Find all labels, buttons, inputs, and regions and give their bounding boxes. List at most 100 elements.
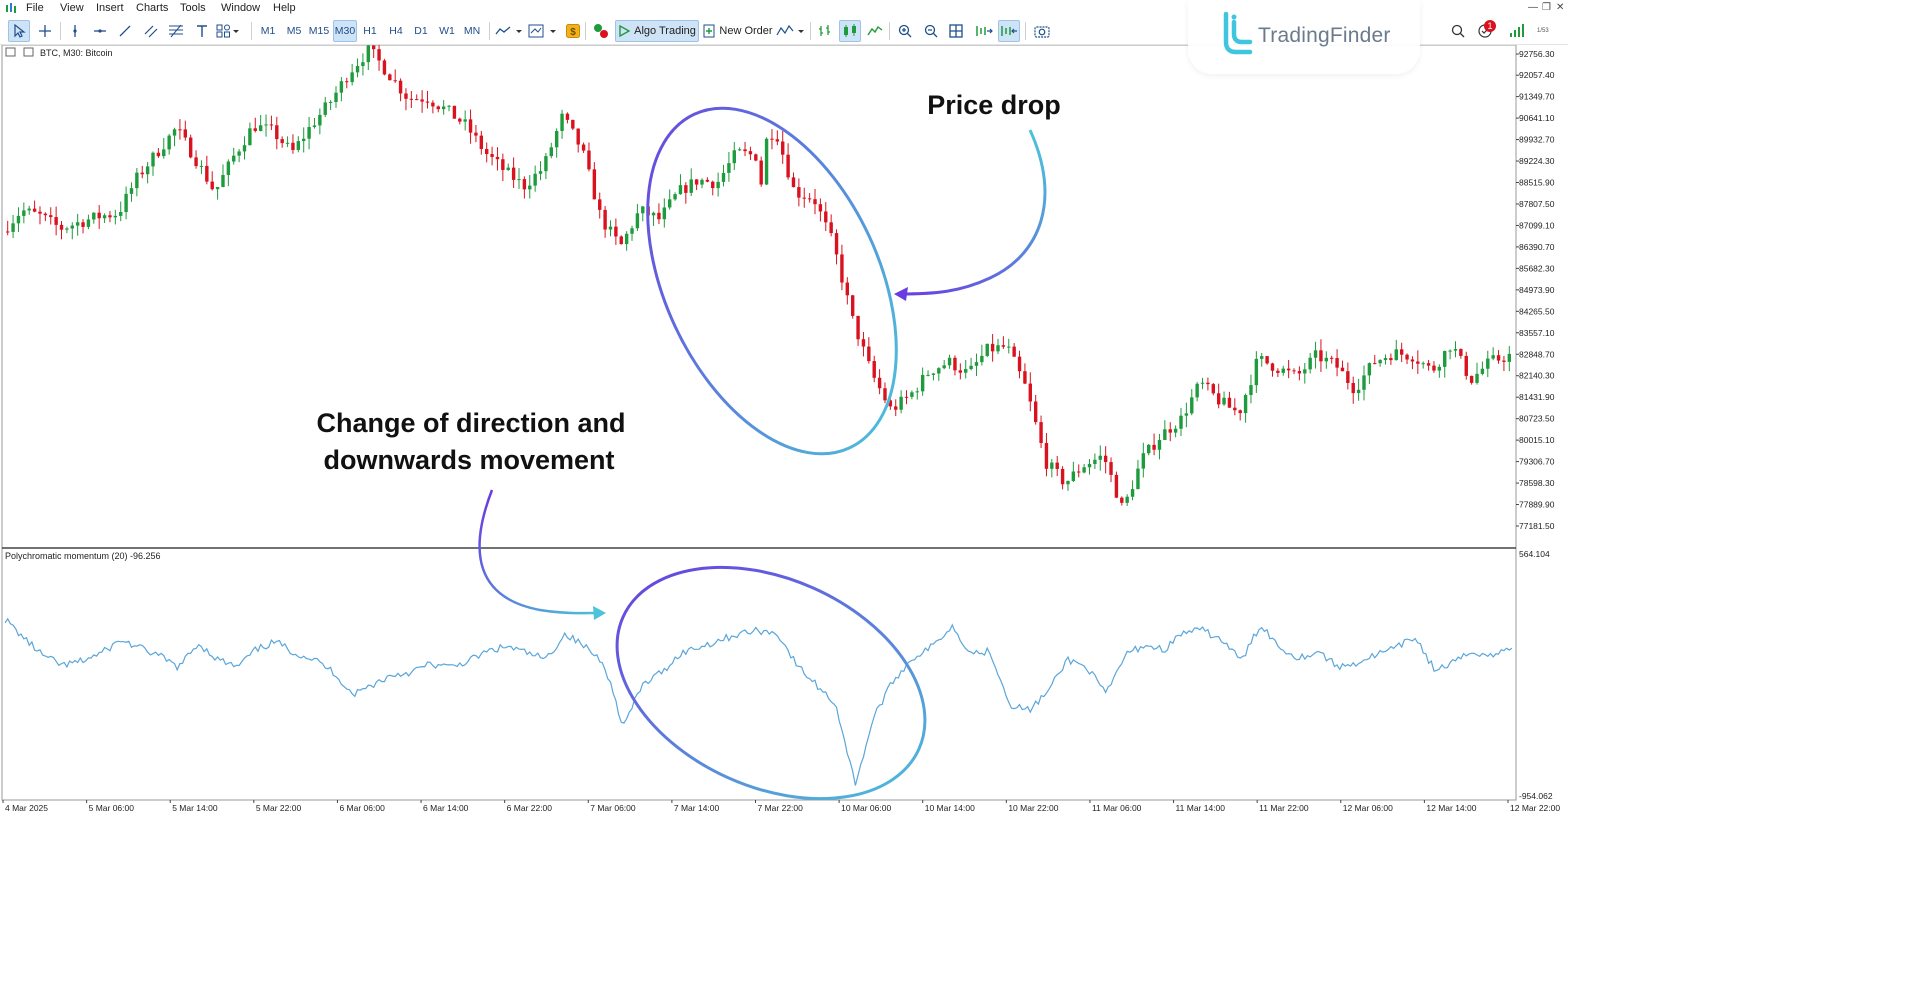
- candlestick-chart-icon[interactable]: [839, 20, 861, 42]
- templates-menu-icon[interactable]: [528, 20, 558, 42]
- bull-candle: [124, 193, 128, 213]
- bull-candle: [662, 207, 667, 220]
- restore-icon[interactable]: ❐: [1542, 2, 1551, 13]
- bear-candle: [603, 209, 607, 230]
- menu-view[interactable]: View: [60, 2, 84, 14]
- price-axis-label: 92057.40: [1519, 70, 1555, 80]
- bear-candle: [614, 226, 618, 237]
- bear-candle: [420, 99, 424, 102]
- text-tool-icon[interactable]: [191, 20, 213, 42]
- bear-candle: [59, 224, 64, 230]
- chart-properties-icon[interactable]: [5, 47, 16, 57]
- bull-candle: [1050, 462, 1054, 469]
- menu-window[interactable]: Window: [221, 2, 261, 14]
- menu-file[interactable]: File: [26, 2, 44, 14]
- minimize-icon[interactable]: —: [1528, 2, 1538, 13]
- crosshair-icon[interactable]: [34, 20, 56, 42]
- bear-candle: [883, 388, 887, 401]
- market-icon[interactable]: $: [562, 20, 584, 42]
- zoom-in-icon[interactable]: [894, 20, 916, 42]
- bull-candle: [312, 125, 317, 128]
- bear-candle: [748, 151, 753, 155]
- bull-candle: [199, 165, 204, 167]
- timeframe-m15[interactable]: M15: [308, 25, 330, 37]
- indicators-menu-icon[interactable]: [495, 20, 523, 42]
- bear-candle: [797, 187, 801, 198]
- tile-windows-icon[interactable]: [945, 20, 967, 42]
- one-click-trading-icon[interactable]: [590, 20, 612, 42]
- bull-candle: [1303, 369, 1307, 374]
- bear-candle: [1319, 350, 1323, 362]
- bull-candle: [1486, 358, 1490, 369]
- algo-trading-button[interactable]: Algo Trading: [615, 20, 699, 42]
- line-chart-icon[interactable]: [864, 20, 886, 42]
- timeframe-mn[interactable]: MN: [463, 25, 481, 37]
- fibonacci-icon[interactable]: [165, 20, 187, 42]
- bear-candle: [867, 346, 871, 362]
- new-order-icon: [703, 24, 715, 38]
- shapes-menu-icon[interactable]: [216, 20, 240, 42]
- chart-window-icon[interactable]: [23, 47, 34, 57]
- price-axis-label: 91349.70: [1519, 92, 1555, 102]
- bear-candle: [958, 370, 963, 373]
- timeframe-w1[interactable]: W1: [439, 25, 455, 37]
- bull-candle: [1195, 383, 1199, 398]
- close-icon[interactable]: ✕: [1556, 2, 1565, 13]
- bear-candle: [1286, 368, 1291, 371]
- algo-trading-label: Algo Trading: [634, 25, 696, 37]
- trendline-icon[interactable]: [114, 20, 136, 42]
- bear-candle: [1211, 384, 1215, 394]
- bull-candle: [145, 166, 150, 175]
- bear-candle: [425, 101, 430, 103]
- timeframe-m1[interactable]: M1: [260, 25, 276, 37]
- bull-candle: [716, 181, 720, 189]
- channel-icon[interactable]: [140, 20, 162, 42]
- bear-candle: [501, 159, 505, 170]
- cursor-icon[interactable]: [8, 20, 30, 42]
- menu-tools[interactable]: Tools: [180, 2, 206, 14]
- bull-candle: [1157, 439, 1162, 450]
- search-icon[interactable]: [1447, 20, 1469, 42]
- timeframe-m5[interactable]: M5: [286, 25, 302, 37]
- horizontal-line-icon[interactable]: [89, 20, 111, 42]
- menu-charts[interactable]: Charts: [136, 2, 169, 14]
- new-order-label: New Order: [719, 25, 773, 37]
- vertical-line-icon[interactable]: [64, 20, 86, 42]
- bear-candle: [1103, 455, 1108, 463]
- auto-scroll-icon[interactable]: [998, 20, 1020, 42]
- bull-candle: [1173, 428, 1178, 433]
- bull-candle: [673, 194, 677, 200]
- bear-candle: [97, 212, 101, 219]
- direction-change-arrow: [478, 489, 601, 615]
- bull-candle: [226, 161, 231, 176]
- new-order-button[interactable]: New Order: [702, 20, 774, 42]
- chart-shift-icon[interactable]: [973, 20, 995, 42]
- chart-area[interactable]: 92756.30 92057.40 91349.70 90641.10 89932.70…: [0, 45, 1568, 816]
- bull-candle: [1367, 363, 1372, 376]
- bear-candle: [393, 80, 397, 82]
- bull-candle: [560, 113, 564, 132]
- timeframe-h1[interactable]: H1: [363, 25, 377, 37]
- bear-candle: [269, 124, 274, 126]
- app-logo-icon: [6, 3, 16, 13]
- bull-candle: [366, 45, 370, 63]
- zoom-out-icon[interactable]: [920, 20, 942, 42]
- bear-candle: [1410, 359, 1415, 362]
- bear-candle: [140, 172, 144, 175]
- bull-candle: [264, 124, 268, 126]
- bear-candle: [888, 400, 893, 407]
- timeframe-h4[interactable]: H4: [389, 25, 403, 37]
- menu-help[interactable]: Help: [273, 2, 296, 14]
- signals-menu-icon[interactable]: [776, 20, 806, 42]
- bar-chart-icon[interactable]: [814, 20, 836, 42]
- bull-candle: [910, 392, 914, 397]
- bear-candle: [49, 215, 53, 218]
- bull-candle: [1066, 481, 1070, 485]
- bear-candle: [1459, 349, 1463, 356]
- menu-insert[interactable]: Insert: [96, 2, 124, 14]
- bull-candle: [167, 135, 171, 150]
- screenshot-icon[interactable]: [1031, 20, 1053, 42]
- bear-candle: [775, 139, 780, 142]
- timeframe-d1[interactable]: D1: [414, 25, 428, 37]
- timeframe-m30[interactable]: M30: [333, 20, 357, 42]
